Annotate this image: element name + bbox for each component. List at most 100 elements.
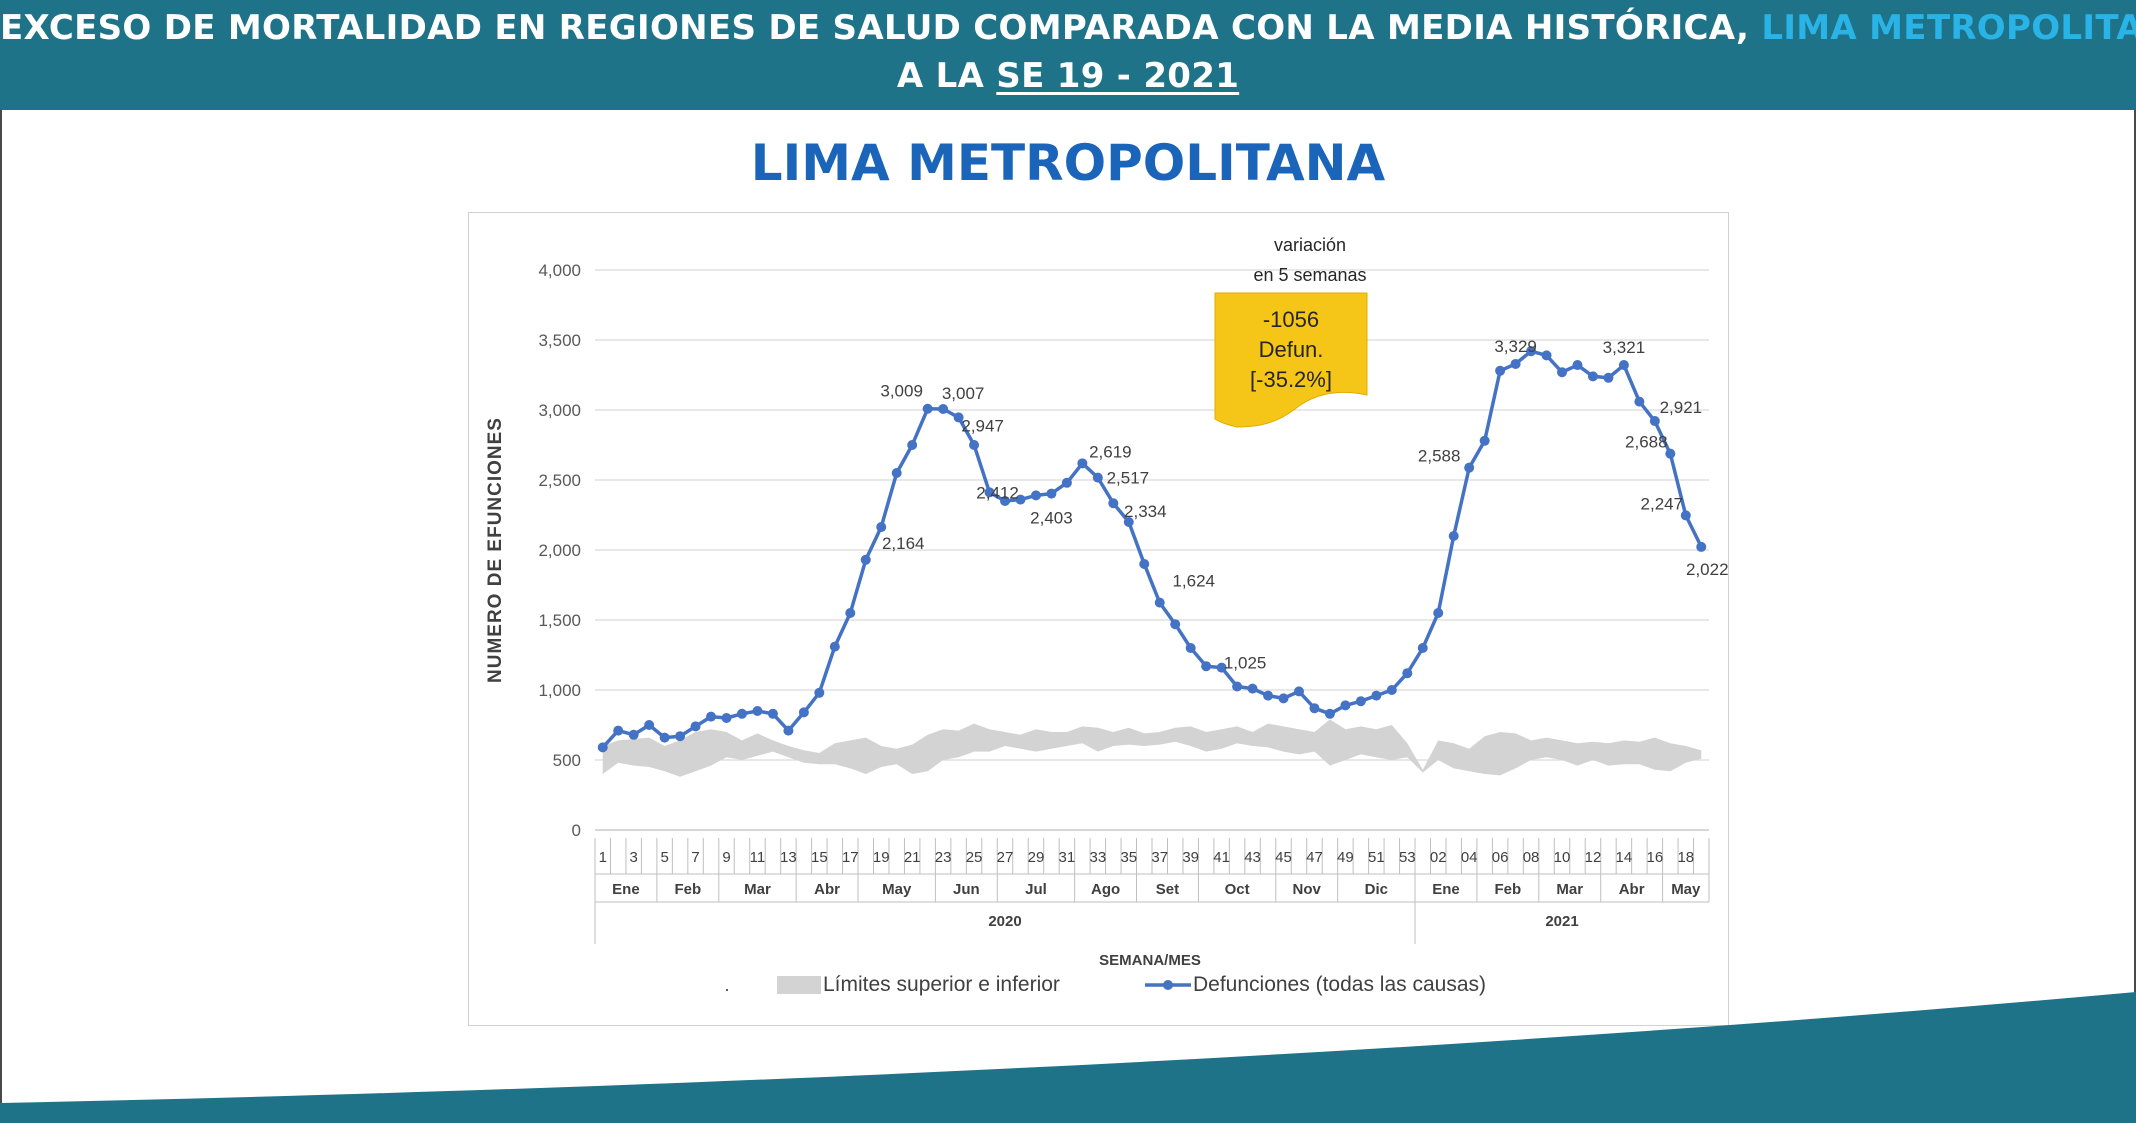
data-point [876,522,887,533]
x-month-label: Oct [1225,881,1250,898]
x-week-label: 16 [1647,849,1664,866]
y-tick-label: 0 [572,821,581,840]
y-tick-label: 3,000 [538,401,581,420]
data-label: 1,624 [1172,572,1215,591]
data-point [1495,365,1506,376]
x-week-label: 53 [1399,849,1416,866]
legend-band-swatch [777,976,821,994]
data-point [1247,683,1258,694]
data-point [1371,690,1382,701]
data-point [1355,696,1366,707]
header-title-accent: LIMA METROPOLITANA [1761,8,2136,48]
x-week-label: 7 [691,849,699,866]
data-label: 2,247 [1641,494,1684,513]
x-year-label: 2021 [1545,913,1578,930]
data-point [721,713,732,723]
annotation-caption-line1: variación [1274,235,1346,255]
x-week-label: 45 [1275,849,1292,866]
data-point [907,440,918,450]
data-label: 2,688 [1625,433,1668,452]
data-point [798,707,809,718]
data-point [1526,346,1537,357]
y-tick-label: 3,500 [538,331,581,350]
data-point [1479,435,1490,446]
x-month-label: Mar [1556,881,1583,898]
data-point [1541,350,1552,361]
data-point [1000,496,1011,506]
data-point [1263,690,1274,701]
x-week-label: 9 [722,849,730,866]
legend-line-marker [1163,980,1173,990]
y-axis-title: NUMERO DE EFUNCIONES [485,417,506,683]
limits-band [602,719,1702,777]
x-week-label: 41 [1213,849,1230,866]
x-month-label: Feb [1495,881,1522,898]
x-month-label: May [882,881,912,898]
x-week-label: 27 [997,849,1014,866]
data-point [783,725,794,736]
data-label: 2,619 [1089,442,1132,461]
data-point [891,468,902,478]
chart-container: 0 500 1,000 1,500 2,000 2,500 3,000 3,500 4,000 N… [468,212,1729,1026]
data-point [860,554,871,565]
x-week-label: 33 [1090,849,1107,866]
x-week-label: 02 [1430,849,1447,866]
data-point [1572,360,1583,371]
data-label: 3,321 [1603,338,1646,357]
x-month-label: Jun [953,881,980,898]
x-week-label: 06 [1492,849,1509,866]
data-point [736,708,747,719]
data-label: 3,329 [1494,337,1537,356]
x-week-label: 13 [780,849,797,866]
mortality-line-chart: 0 500 1,000 1,500 2,000 2,500 3,000 3,500 4,000 N… [485,235,1728,996]
data-point [829,641,840,652]
data-point [1293,686,1304,697]
x-month-label: Set [1156,881,1179,898]
data-label: 2,403 [1030,509,1073,528]
x-week-label: 23 [935,849,952,866]
header-band: EXCESO DE MORTALIDAD EN REGIONES DE SALU… [0,0,2136,110]
data-label: 2,164 [882,534,925,553]
y-tick-label: 1,000 [538,681,581,700]
x-week-label: 47 [1306,849,1323,866]
data-label: 2,334 [1124,502,1167,521]
y-tick-label: 1,500 [538,611,581,630]
data-label: 3,009 [880,382,923,401]
data-label: 2,921 [1660,398,1703,417]
x-axis-title: SEMANA/MES [1099,952,1201,969]
x-week-label: 3 [630,849,638,866]
data-point [969,440,980,450]
data-point [690,721,701,732]
x-week-label: 37 [1151,849,1168,866]
data-label: 2,588 [1418,447,1461,466]
x-week-label: 04 [1461,849,1478,866]
x-week-label: 51 [1368,849,1385,866]
x-month-label: May [1671,881,1701,898]
x-month-label: Nov [1293,881,1322,898]
y-tick-label: 2,000 [538,541,581,560]
data-point [1170,619,1181,630]
header-title-prefix: EXCESO DE MORTALIDAD EN REGIONES DE SALU… [0,8,1750,48]
x-week-label: 08 [1523,849,1540,866]
x-week-label: 49 [1337,849,1354,866]
data-point [922,403,933,414]
data-label: 2,022 [1686,560,1728,579]
legend-line-label: Defunciones (todas las causas) [1193,973,1486,996]
data-point [1046,488,1057,499]
data-point [845,608,856,618]
data-point [1402,668,1413,679]
x-week-label: 21 [904,849,921,866]
header-title-line2: A LA SE 19 - 2021 [0,56,2136,96]
data-point [1015,494,1026,505]
data-point [1077,458,1088,469]
x-week-label: 11 [750,849,766,866]
x-month-label: Ago [1091,881,1120,898]
data-point [1680,510,1691,521]
data-point [814,687,825,698]
data-point [1665,448,1676,459]
data-point [1216,662,1227,673]
data-point [1557,367,1568,378]
page-title: LIMA METROPOLITANA [750,134,1386,192]
x-week-label: 25 [966,849,983,866]
data-point [1464,462,1475,473]
